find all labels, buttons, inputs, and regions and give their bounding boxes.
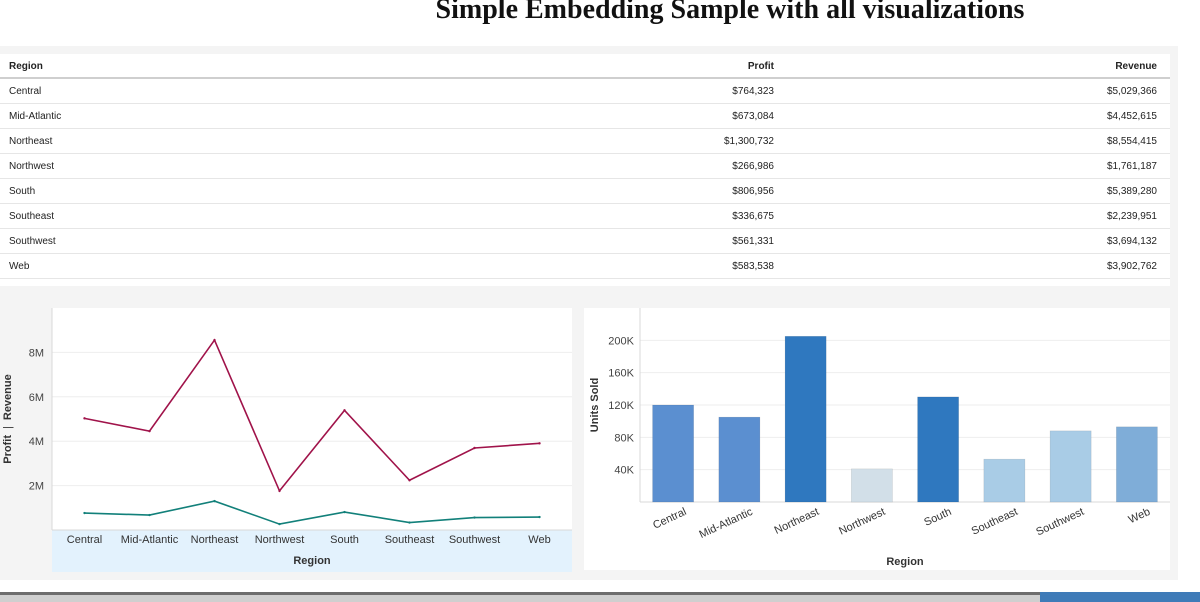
y-tick-label: 4M <box>29 436 44 448</box>
data-point <box>278 522 281 526</box>
data-point <box>538 442 541 445</box>
y-axis-title-left: Profit <box>2 435 14 464</box>
data-point <box>408 479 411 482</box>
bar <box>851 468 893 503</box>
table-row[interactable]: South $806,956 $5,389,280 <box>0 179 1170 204</box>
revenue-cell: $5,389,280 <box>1106 186 1157 197</box>
table-row[interactable]: Southwest $561,331 $3,694,132 <box>0 229 1170 254</box>
bar <box>917 396 959 503</box>
region-cell: Southeast <box>9 211 55 222</box>
table-header-row: Region Profit Revenue <box>0 54 1170 79</box>
profit-cell: $561,331 <box>732 236 774 247</box>
page-title: Simple Embedding Sample with all visuali… <box>435 0 1025 25</box>
table-panel: Region Profit Revenue Central $764,323 $… <box>0 46 1178 298</box>
x-tick-label: Web <box>528 534 550 546</box>
revenue-cell: $1,761,187 <box>1106 161 1157 172</box>
data-point <box>343 409 346 412</box>
x-tick-label: Northwest <box>255 534 305 546</box>
scrollbar-thumb[interactable] <box>1040 592 1200 602</box>
bar <box>718 416 761 503</box>
data-point <box>83 511 86 515</box>
data-point <box>473 516 476 519</box>
x-axis-title: Region <box>293 555 331 567</box>
x-tick-label: Northeast <box>191 534 239 546</box>
data-point <box>148 429 151 433</box>
revenue-cell: $5,029,366 <box>1106 86 1157 97</box>
table-row[interactable]: Central $764,323 $5,029,366 <box>0 79 1170 104</box>
profit-cell: $673,084 <box>732 111 774 122</box>
profit-cell: $336,675 <box>732 211 774 222</box>
y-axis-title-right: Revenue <box>2 374 14 420</box>
data-point <box>213 338 216 342</box>
table-row[interactable]: Northwest $266,986 $1,761,187 <box>0 154 1170 179</box>
column-header-revenue[interactable]: Revenue <box>1115 61 1157 72</box>
bar <box>1049 430 1092 503</box>
y-tick-label: 200K <box>608 335 634 347</box>
bar <box>983 458 1026 503</box>
y-tick-label: 80K <box>614 432 634 444</box>
scrollbar-track <box>0 592 1200 595</box>
y-tick-label: 6M <box>29 392 44 404</box>
profit-cell: $764,323 <box>732 86 774 97</box>
region-cell: Web <box>9 261 30 272</box>
revenue-cell: $3,694,132 <box>1106 236 1157 247</box>
data-table: Region Profit Revenue Central $764,323 $… <box>0 54 1170 286</box>
x-tick-label: South <box>330 534 359 546</box>
revenue-cell: $3,902,762 <box>1106 261 1157 272</box>
bar <box>1116 426 1158 503</box>
y-tick-label: 2M <box>29 481 44 493</box>
profit-cell: $1,300,732 <box>723 136 774 147</box>
x-tick-label: Central <box>67 534 102 546</box>
data-point <box>343 510 346 514</box>
series-line-profit <box>84 500 540 525</box>
data-point <box>83 417 86 420</box>
data-point <box>538 515 541 519</box>
series-line-revenue <box>84 338 540 493</box>
x-tick-label: Southwest <box>449 534 500 546</box>
column-header-profit[interactable]: Profit <box>747 61 774 72</box>
line-chart: 2M 4M 6M 8M Central Mid-Atlantic Northeast Nort… <box>2 308 572 572</box>
revenue-cell: $2,239,951 <box>1106 211 1157 222</box>
y-axis-title: Profit | Revenue <box>2 374 14 463</box>
region-cell: South <box>9 186 36 197</box>
bar <box>784 335 827 503</box>
data-point <box>213 499 216 503</box>
data-point <box>473 446 476 450</box>
revenue-cell: $4,452,615 <box>1106 111 1157 122</box>
line-chart-panel: 2M 4M 6M 8M Central Mid-Atlantic Northeast Nort… <box>0 298 578 580</box>
column-header-region[interactable]: Region <box>9 61 43 72</box>
data-point <box>278 489 281 493</box>
y-axis-title: Units Sold <box>589 378 601 432</box>
y-tick-label: 120K <box>608 400 634 412</box>
x-tick-label: Southeast <box>385 534 435 546</box>
x-axis-band <box>52 530 572 572</box>
region-cell: Northeast <box>9 136 53 147</box>
y-tick-label: 160K <box>608 368 634 380</box>
plot-area <box>52 308 572 530</box>
data-point <box>408 521 411 524</box>
y-axis-title-separator: | <box>2 426 14 429</box>
profit-cell: $806,956 <box>732 186 774 197</box>
region-cell: Central <box>9 86 42 97</box>
table-row[interactable]: Southeast $336,675 $2,239,951 <box>0 204 1170 229</box>
region-cell: Northwest <box>9 161 55 172</box>
data-point <box>148 513 151 517</box>
x-axis-title: Region <box>886 556 924 568</box>
table-row[interactable]: Mid-Atlantic $673,084 $4,452,615 <box>0 104 1170 129</box>
revenue-cell: $8,554,415 <box>1106 136 1157 147</box>
y-tick-label: 40K <box>614 465 634 477</box>
profit-cell: $583,538 <box>732 261 774 272</box>
bar <box>652 404 694 503</box>
bar-chart-panel: 40K 80K 120K 160K 200K Central Mid-Atlantic Nor… <box>578 298 1178 580</box>
x-tick-label: Mid-Atlantic <box>121 534 179 546</box>
table-row[interactable]: Northeast $1,300,732 $8,554,415 <box>0 129 1170 154</box>
bottom-scrollbar[interactable] <box>0 592 1200 602</box>
region-cell: Mid-Atlantic <box>9 111 62 122</box>
profit-cell: $266,986 <box>732 161 774 172</box>
table-row[interactable]: Web $583,538 $3,902,762 <box>0 254 1170 279</box>
y-tick-label: 8M <box>29 347 44 359</box>
region-cell: Southwest <box>9 236 56 247</box>
